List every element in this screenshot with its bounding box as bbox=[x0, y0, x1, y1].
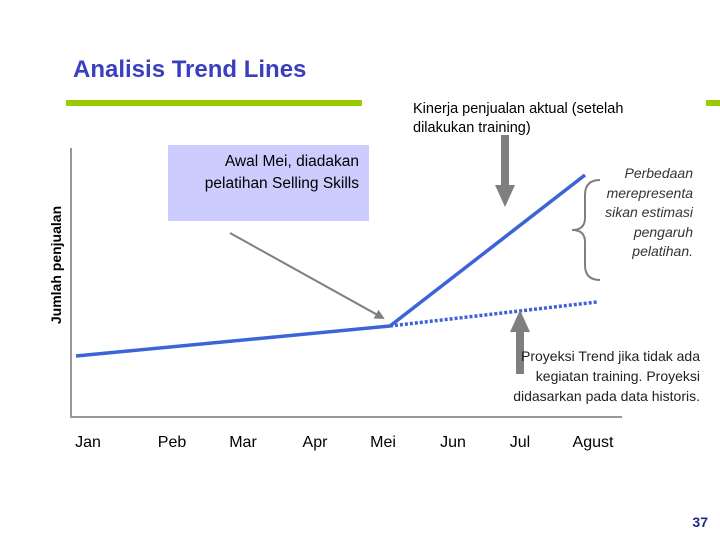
historical-trend-line bbox=[75, 324, 391, 358]
up-arrow-icon bbox=[510, 310, 530, 374]
month-label: Jun bbox=[440, 434, 466, 451]
actual-sales-note-line: dilakukan training) bbox=[413, 120, 531, 136]
difference-note: Perbedaan merepresenta sikan estimasi pe… bbox=[582, 164, 693, 262]
training-callout-line: pelatihan Selling Skills bbox=[204, 175, 359, 192]
corner-accent-mark bbox=[706, 100, 720, 106]
title-underline bbox=[66, 100, 362, 106]
page-number: 37 bbox=[692, 514, 708, 530]
brace-icon bbox=[571, 179, 601, 281]
actual-sales-note-line: Kinerja penjualan aktual (setelah bbox=[413, 101, 624, 117]
y-axis-label: Jumlah penjualan bbox=[48, 205, 64, 325]
training-callout-text: Awal Mei, diadakan pelatihan Selling Ski… bbox=[168, 151, 359, 195]
difference-note-line: Perbedaan bbox=[624, 165, 693, 181]
month-label: Mei bbox=[370, 434, 396, 451]
projection-trend-line bbox=[389, 300, 598, 328]
actual-sales-note: Kinerja penjualan aktual (setelah dilaku… bbox=[413, 100, 703, 138]
down-arrow-icon bbox=[495, 135, 515, 207]
month-label: Jul bbox=[509, 434, 531, 451]
projection-note-line: kegiatan training. Proyeksi bbox=[535, 368, 700, 384]
month-label: Mar bbox=[229, 434, 257, 451]
training-callout-box bbox=[168, 145, 369, 221]
month-label: Peb bbox=[157, 434, 187, 451]
training-callout-line: Awal Mei, diadakan bbox=[224, 153, 359, 170]
month-label: Apr bbox=[302, 434, 328, 451]
page-title: Analisis Trend Lines bbox=[73, 56, 307, 83]
difference-note-line: sikan estimasi bbox=[605, 204, 693, 220]
month-label: Agust bbox=[572, 434, 614, 451]
difference-note-line: pengaruh bbox=[633, 223, 693, 240]
difference-note-line: merepresenta bbox=[606, 184, 693, 201]
projection-note: Proyeksi Trend jika tidak ada kegiatan t… bbox=[480, 346, 700, 406]
training-pointer-arrow bbox=[229, 232, 385, 319]
projection-note-line: didasarkan pada data historis. bbox=[513, 388, 700, 404]
difference-note-line: pelatihan. bbox=[632, 243, 693, 259]
actual-sales-line bbox=[388, 173, 587, 328]
projection-note-line: Proyeksi Trend jika tidak ada bbox=[521, 348, 700, 364]
month-label: Jan bbox=[75, 434, 101, 451]
